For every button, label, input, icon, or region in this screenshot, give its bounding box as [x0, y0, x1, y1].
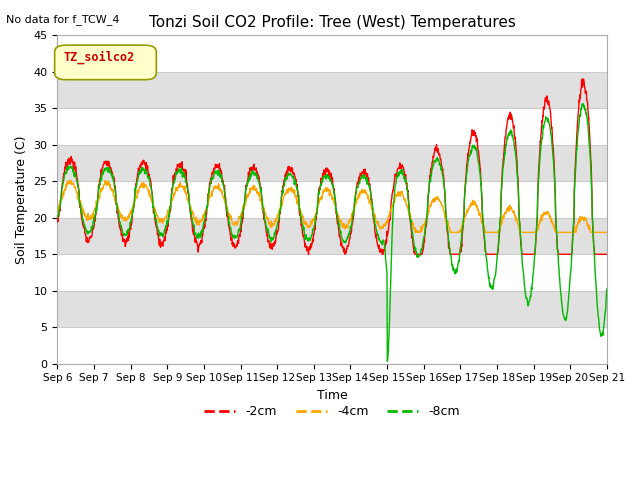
- Text: TZ_soilco2: TZ_soilco2: [64, 50, 135, 63]
- Legend: -2cm, -4cm, -8cm: -2cm, -4cm, -8cm: [199, 400, 465, 423]
- Bar: [58, 254, 607, 291]
- Bar: [58, 181, 607, 218]
- Title: Tonzi Soil CO2 Profile: Tree (West) Temperatures: Tonzi Soil CO2 Profile: Tree (West) Temp…: [148, 15, 516, 30]
- Bar: [58, 108, 607, 145]
- Bar: [58, 36, 607, 72]
- Text: No data for f_TCW_4: No data for f_TCW_4: [6, 14, 120, 25]
- X-axis label: Time: Time: [317, 389, 348, 402]
- Y-axis label: Soil Temperature (C): Soil Temperature (C): [15, 135, 28, 264]
- FancyBboxPatch shape: [54, 45, 156, 80]
- Bar: [58, 327, 607, 364]
